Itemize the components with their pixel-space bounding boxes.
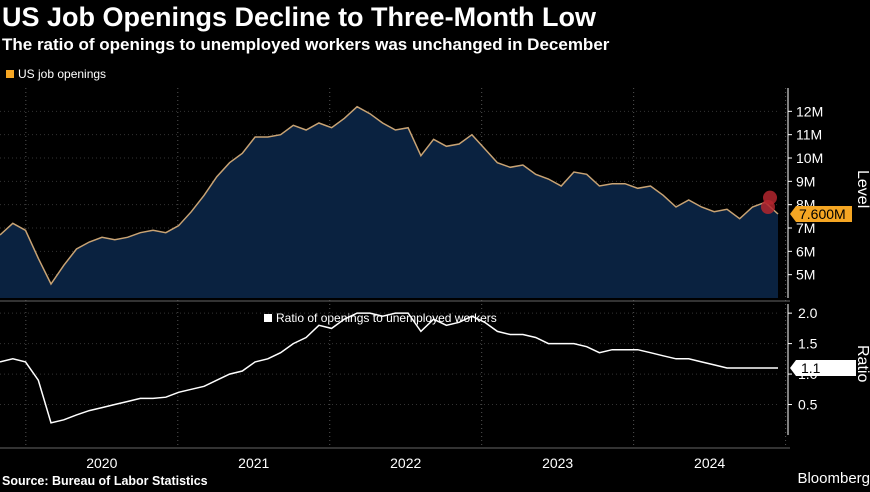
level-tick-label: 10M bbox=[796, 150, 823, 166]
legend-ratio-label: Ratio of openings to unemployed workers bbox=[276, 311, 497, 325]
year-label: 2024 bbox=[694, 455, 725, 471]
level-last-value-label: 7.600M bbox=[799, 206, 846, 222]
level-tick-label: 5M bbox=[796, 267, 815, 283]
level-tick-label: 7M bbox=[796, 220, 815, 236]
level-last-value-tag bbox=[790, 206, 852, 222]
legend-ratio-swatch bbox=[264, 314, 272, 322]
ratio-tick-label: 1.5 bbox=[798, 336, 818, 352]
year-label: 2020 bbox=[86, 455, 117, 471]
year-label: 2021 bbox=[238, 455, 269, 471]
openings-area bbox=[0, 106, 778, 298]
openings-series-line bbox=[0, 105, 779, 286]
legend-openings: US job openings bbox=[6, 67, 106, 81]
legend-openings-label: US job openings bbox=[18, 67, 107, 81]
highlight-marker bbox=[761, 200, 775, 214]
year-label: 2022 bbox=[390, 455, 421, 471]
bloomberg-logo: Bloomberg bbox=[797, 470, 870, 487]
level-axis-title: Level bbox=[854, 170, 870, 208]
ratio-series-line bbox=[0, 312, 778, 424]
level-tick-label: 11M bbox=[796, 127, 822, 143]
source-note: Source: Bureau of Labor Statistics bbox=[2, 474, 208, 488]
chart-subtitle: The ratio of openings to unemployed work… bbox=[2, 35, 610, 54]
ratio-tick-label: 0.5 bbox=[798, 397, 818, 413]
level-tick-label: 12M bbox=[796, 103, 823, 119]
year-label: 2023 bbox=[542, 455, 573, 471]
level-tick-label: 9M bbox=[796, 173, 815, 189]
ratio-last-value-tag bbox=[790, 359, 856, 376]
ratio-last-value-label: 1.1 bbox=[801, 360, 821, 376]
ratio-tick-label: 2.0 bbox=[798, 305, 818, 321]
ratio-axis-title: Ratio bbox=[854, 345, 870, 382]
level-tick-label: 6M bbox=[796, 243, 815, 259]
legend-ratio: Ratio of openings to unemployed workers bbox=[264, 311, 497, 325]
chart-title: US Job Openings Decline to Three-Month L… bbox=[2, 2, 597, 32]
legend-openings-swatch bbox=[6, 70, 14, 78]
